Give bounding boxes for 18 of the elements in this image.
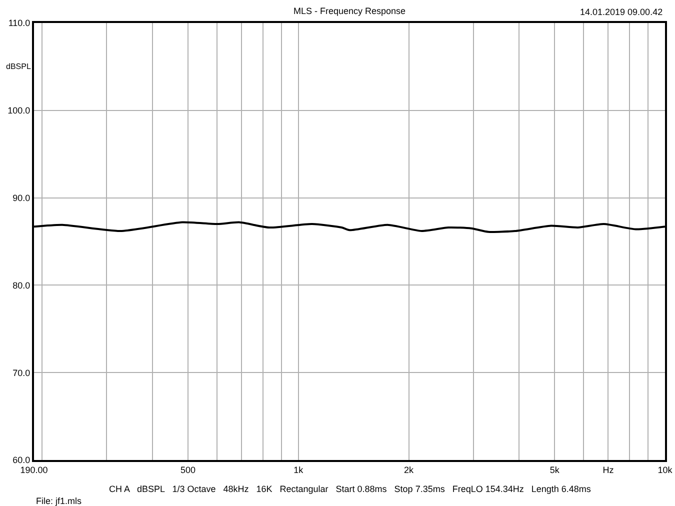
y-axis-title: dBSPL	[6, 62, 32, 71]
x-tick-label: 2k	[404, 464, 414, 475]
text: File: jf1.mls	[36, 496, 82, 506]
y-tick-label: 60.0	[12, 455, 30, 466]
x-tick-label: 1k	[294, 464, 304, 475]
text: 14.01.2019 09.00.42	[580, 7, 663, 17]
y-tick-label: 70.0	[12, 368, 30, 378]
chart-title: MLS - Frequency Response	[293, 6, 406, 16]
x-tick-label: 10k	[658, 464, 673, 475]
y-tick-label: 110.0	[8, 18, 30, 28]
x-tick-label: 5k	[550, 464, 560, 475]
y-tick-label: 90.0	[12, 192, 30, 203]
y-tick-label: 80.0	[12, 280, 30, 290]
text: CH A dBSPL 1/3 Octave 48kHz 16K Rectangular Start 0.88ms Stop 7.35ms FreqLO 154.34Hz Length 6.48ms	[109, 484, 592, 494]
y-tick-label: 100.0	[8, 106, 30, 116]
x-tick-label: Hz	[602, 464, 614, 475]
x-tick-label: 500	[180, 464, 196, 475]
x-tick-label: 190.00	[20, 464, 48, 475]
